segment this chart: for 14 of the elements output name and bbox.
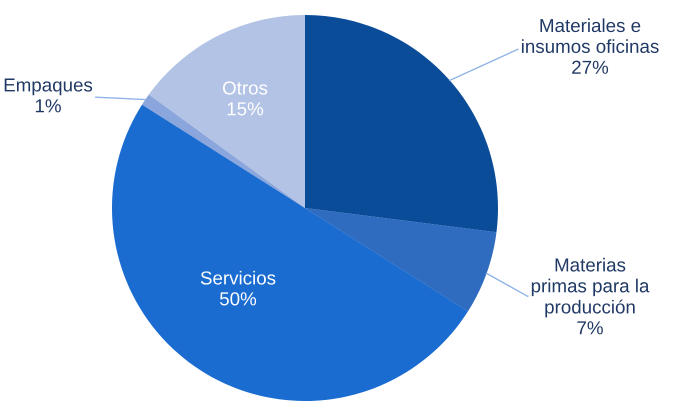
slice-label: Empaques: [4, 78, 92, 96]
pie-slice: [142, 94, 305, 208]
data-label: 1%: [36, 99, 61, 112]
data-label: 15%: [228, 102, 264, 116]
slice-label: Otros: [222, 81, 268, 95]
slice-label: Servicios: [200, 270, 276, 285]
slice-label: Materiales e insumos oficinas: [522, 18, 659, 54]
data-label: 50%: [220, 292, 256, 306]
pie-slice: [305, 15, 498, 232]
data-label: 27%: [572, 60, 608, 74]
data-label: 7%: [577, 321, 603, 334]
slice-label: Materias primas para la producción: [532, 258, 650, 318]
pie-slice: [305, 208, 496, 312]
pie-slice: [148, 15, 305, 208]
